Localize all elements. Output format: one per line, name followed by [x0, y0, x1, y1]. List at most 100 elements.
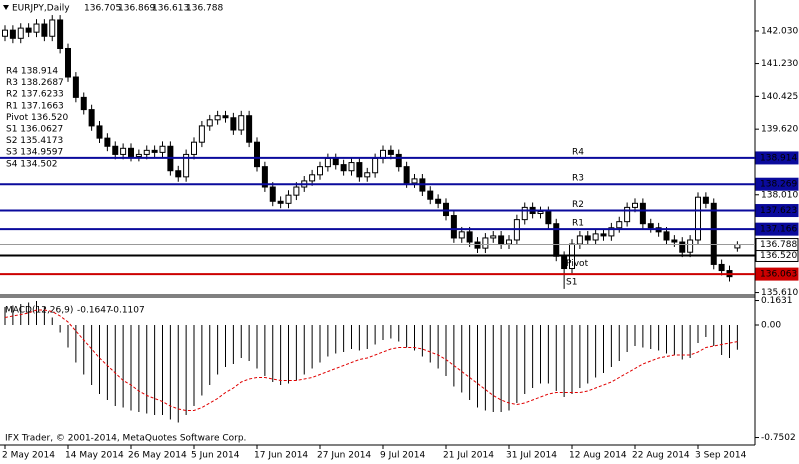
y-tick-label: 0.1631: [761, 296, 793, 306]
x-tick-label: 14 May 2014: [65, 451, 124, 461]
candle-body: [411, 178, 418, 184]
candle-body: [372, 158, 379, 174]
y-tick-label: 141.230: [761, 59, 798, 69]
level-box: [755, 222, 799, 236]
candle-body: [734, 244, 741, 249]
footer: IFX Trader, © 2001-2014, MetaQuotes Soft…: [5, 434, 246, 444]
candle-body: [214, 115, 221, 121]
chart-title: EURJPY,Daily: [12, 4, 70, 14]
candle-body: [57, 19, 64, 49]
x-tick-label: 3 Sep 2014: [695, 451, 747, 461]
x-tick-label: 31 Jul 2014: [506, 451, 557, 461]
candle-body: [498, 235, 505, 245]
ohlc-open: 136.705: [84, 4, 121, 14]
candle-body: [671, 239, 678, 243]
candle-body: [293, 186, 300, 196]
candle-body: [340, 164, 347, 172]
candle-body: [175, 170, 182, 178]
candle-body: [104, 137, 111, 147]
candle-body: [238, 115, 245, 131]
candle-body: [624, 206, 631, 223]
candle-body: [222, 115, 229, 119]
candle-body: [482, 237, 489, 249]
candle-body: [490, 235, 497, 239]
candle-body: [450, 215, 457, 239]
candle-body: [135, 153, 142, 157]
candle-body: [616, 221, 623, 229]
candle-body: [647, 223, 654, 229]
level-box: [755, 151, 799, 165]
candle-body: [309, 174, 316, 182]
candle-body: [65, 47, 71, 78]
pivot-note: R2 137.6233: [6, 90, 64, 100]
candle-body: [49, 19, 56, 37]
candle-body: [254, 141, 260, 168]
candle-body: [230, 117, 237, 131]
candle-body: [120, 147, 127, 155]
pivot-note: Pivot 136.520: [6, 113, 68, 123]
candle-body: [332, 158, 339, 166]
candle-body: [88, 109, 95, 127]
level-box: [755, 177, 799, 191]
pivot-note: S4 134.502: [6, 159, 58, 169]
candle-body: [2, 29, 8, 37]
level-label: 136.520: [760, 251, 797, 261]
candle-body: [702, 196, 709, 204]
candle-body: [395, 153, 402, 168]
level-box: [755, 267, 799, 281]
candle-body: [435, 198, 442, 204]
candle-body: [364, 172, 371, 178]
y-tick-label: 140.425: [761, 92, 798, 102]
candle-body: [25, 27, 32, 33]
candle-body: [600, 233, 607, 237]
candle-body: [159, 145, 166, 153]
x-tick-label: 2 May 2014: [2, 451, 55, 461]
candle-body: [9, 29, 16, 39]
candle-body: [474, 241, 481, 249]
candle-body: [198, 125, 205, 143]
candle-body: [687, 239, 694, 253]
level-box: [755, 204, 799, 218]
candle-body: [151, 149, 158, 153]
candle-body: [584, 235, 591, 241]
candle-body: [545, 210, 552, 225]
macd-value: -0.1647: [77, 306, 112, 316]
candle-body: [206, 119, 213, 127]
candle-body: [72, 76, 79, 98]
candle-body: [718, 263, 725, 272]
x-tick-label: 27 Jun 2014: [317, 451, 371, 461]
candle-body: [663, 231, 670, 241]
level-name: Pivot: [566, 259, 589, 269]
signal-value: -0.1107: [110, 306, 145, 316]
menu-arrow: [3, 5, 9, 10]
pivot-note: S1 136.0627: [6, 125, 63, 135]
candle-body: [317, 166, 323, 176]
candle-body: [348, 162, 355, 172]
level-label: 136.063: [760, 270, 797, 280]
candle-body: [261, 166, 268, 188]
ohlc-close: 136.788: [186, 4, 223, 14]
ohlc-low: 136.613: [152, 4, 189, 14]
candle-body: [592, 233, 599, 241]
candle-body: [443, 202, 449, 217]
candle-body: [41, 23, 48, 37]
x-tick-label: 21 Jul 2014: [443, 451, 494, 461]
candle-body: [710, 202, 717, 265]
level-label: 138.269: [760, 180, 797, 190]
candle-body: [403, 166, 410, 184]
candle-body: [427, 190, 434, 200]
pivot-note: S3 134.9597: [6, 148, 63, 158]
candle-body: [112, 145, 119, 155]
candle-body: [324, 158, 331, 168]
candle-body: [576, 235, 583, 245]
ohlc-high: 136.869: [118, 4, 155, 14]
candle-body: [143, 149, 150, 155]
candle-body: [277, 200, 284, 204]
level-label: 137.166: [760, 225, 797, 235]
candle-body: [639, 202, 646, 225]
candle-body: [285, 194, 292, 204]
pivot-note: R3 138.2687: [6, 78, 64, 88]
y-tick-label: -0.7502: [761, 433, 796, 443]
candle-body: [183, 153, 190, 178]
